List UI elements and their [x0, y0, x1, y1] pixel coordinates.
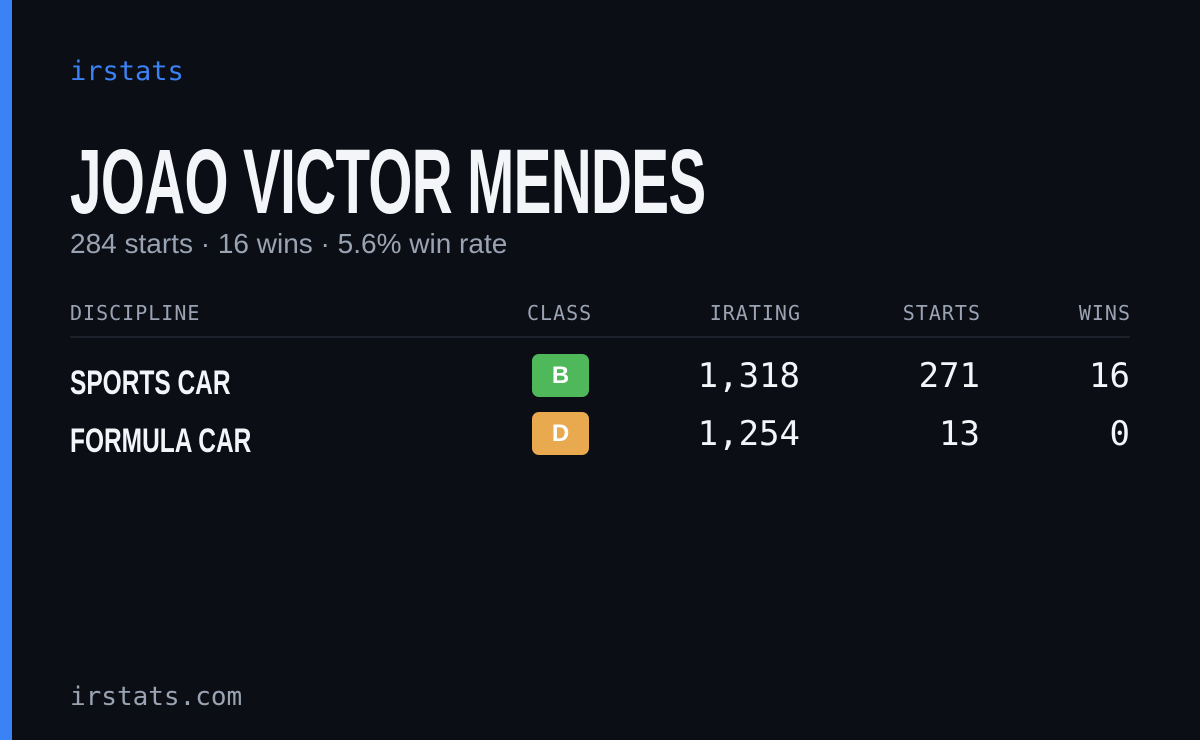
divider	[70, 336, 1130, 338]
column-header: IRATING	[709, 301, 801, 325]
title: JOAO VICTOR MENDES	[70, 131, 706, 233]
discipline: FORMULA CAR	[70, 422, 252, 460]
brand: irstats	[70, 56, 184, 87]
irating: 1,254	[697, 414, 800, 454]
column-header: WINS	[1078, 301, 1131, 325]
column-header: STARTS	[902, 301, 981, 325]
accent-bar	[0, 0, 12, 740]
class-badge: B	[532, 354, 589, 397]
footer: irstats.com	[70, 682, 243, 712]
starts: 13	[939, 414, 980, 454]
wins: 0	[1109, 414, 1130, 454]
irating: 1,318	[697, 356, 800, 396]
column-header: DISCIPLINE	[70, 301, 201, 325]
starts: 271	[918, 356, 980, 396]
class-badge: D	[532, 412, 589, 455]
discipline: SPORTS CAR	[70, 364, 231, 402]
wins: 16	[1089, 356, 1130, 396]
column-header: CLASS	[527, 301, 593, 325]
subtitle: 284 starts · 16 wins · 5.6% win rate	[70, 228, 508, 259]
